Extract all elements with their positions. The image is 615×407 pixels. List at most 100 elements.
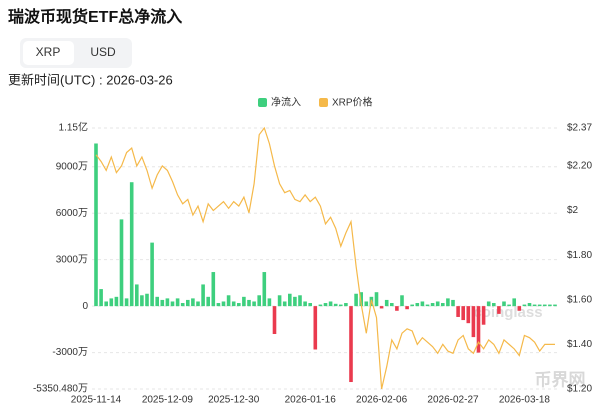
bar [328, 301, 333, 307]
bar [517, 306, 522, 311]
bar [109, 298, 114, 307]
bar [446, 298, 450, 307]
bar [390, 303, 394, 307]
bar [359, 292, 363, 307]
y-tick-label: -5350.480万 [33, 384, 88, 395]
bar [231, 301, 236, 307]
x-tick-label: 2026-03-18 [499, 395, 551, 406]
bar [522, 304, 527, 307]
x-tick-label: 2025-12-30 [208, 395, 260, 406]
bar [512, 298, 516, 307]
y2-tick-label: $1.40 [567, 339, 592, 350]
bar [293, 296, 297, 307]
bar [497, 306, 501, 314]
bar [201, 284, 205, 307]
bar [186, 299, 190, 307]
bar [160, 299, 165, 307]
bar [211, 272, 216, 307]
bar [405, 306, 409, 310]
y2-tick-label: $2 [567, 205, 579, 216]
y-tick-label: 3000万 [56, 254, 88, 265]
bar [282, 301, 287, 307]
bar [129, 182, 134, 307]
bar [339, 304, 343, 307]
bar [99, 289, 103, 307]
bar [180, 303, 185, 307]
bar [364, 301, 369, 307]
bar [206, 296, 210, 307]
bar [150, 242, 154, 307]
bar [537, 304, 542, 307]
bar [441, 303, 445, 307]
bar [420, 301, 425, 307]
x-tick-label: 2026-02-27 [427, 395, 479, 406]
bar [532, 304, 537, 307]
bar [242, 296, 246, 307]
bar [476, 306, 481, 353]
bar [395, 306, 399, 311]
y2-tick-label: $1.20 [567, 384, 592, 395]
y2-tick-label: $1.60 [567, 294, 592, 305]
bar [145, 293, 149, 307]
bar [216, 303, 221, 307]
bar [247, 299, 251, 307]
bar [298, 295, 302, 307]
bar [257, 295, 261, 307]
legend-label: 净流入 [271, 96, 301, 109]
bar [267, 298, 272, 307]
bar [507, 304, 511, 307]
bar [553, 304, 557, 307]
bar [543, 304, 547, 307]
watermark: 币界网 [535, 370, 586, 389]
bar [430, 303, 435, 307]
bar [502, 301, 506, 307]
bar [486, 301, 491, 307]
tab[interactable]: USD [90, 45, 116, 59]
bar [481, 306, 486, 325]
bar [425, 304, 430, 307]
bar [119, 219, 124, 307]
bar [384, 299, 389, 307]
bar [114, 296, 119, 307]
bar [333, 303, 338, 307]
bar [323, 303, 328, 307]
y-tick-label: 0 [82, 301, 88, 312]
bar [303, 301, 307, 307]
x-tick-label: 2026-01-16 [285, 395, 337, 406]
x-tick-label: 2026-02-06 [356, 395, 408, 406]
bar [135, 284, 139, 307]
bar [155, 296, 159, 307]
bar [379, 306, 384, 309]
bar [226, 295, 231, 307]
bar [435, 301, 440, 307]
bar [313, 306, 318, 350]
bar [191, 298, 195, 307]
bar [400, 295, 404, 307]
bar [466, 306, 471, 324]
bar [471, 306, 476, 338]
bar [308, 303, 312, 307]
chart-title: 瑞波币现货ETF总净流入 [8, 7, 182, 26]
bar [415, 303, 420, 307]
bar [272, 306, 277, 335]
bar [94, 143, 98, 307]
bar [175, 298, 180, 307]
bar [527, 303, 532, 307]
bar [140, 295, 144, 307]
y2-tick-label: $2.37 [567, 123, 592, 134]
legend-swatch [258, 98, 267, 107]
y-tick-label: 9000万 [56, 161, 88, 172]
watermark: coinglass [473, 304, 542, 321]
bar [262, 272, 267, 307]
bar [548, 304, 552, 307]
legend-swatch [319, 98, 328, 107]
x-tick-label: 2025-12-09 [142, 395, 194, 406]
tab[interactable]: XRP [36, 45, 61, 59]
bar [349, 306, 353, 383]
subtitle: 更新时间(UTC) : 2026-03-26 [8, 72, 173, 87]
bar [456, 306, 460, 317]
tab-active [23, 41, 74, 65]
bar [288, 293, 292, 307]
bar [170, 301, 175, 307]
